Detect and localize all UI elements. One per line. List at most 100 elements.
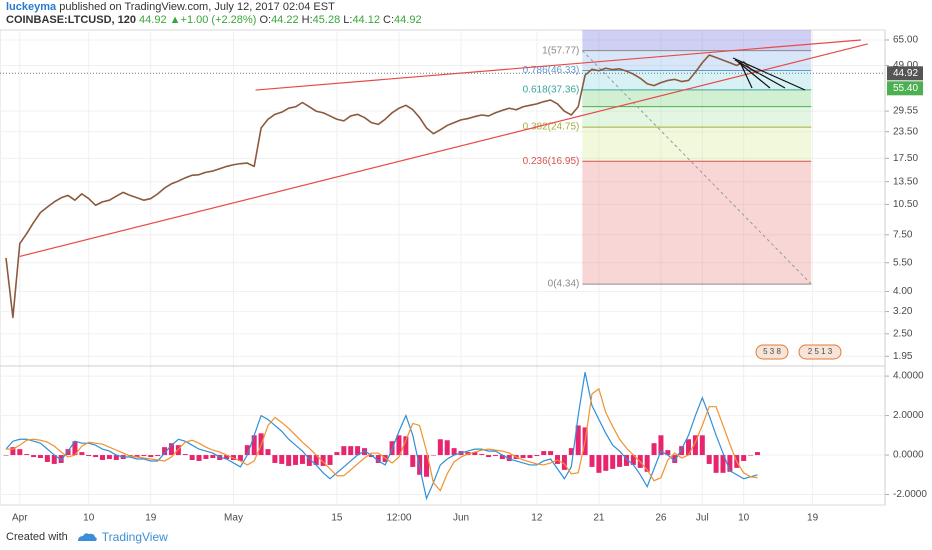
ohlc-key: H: bbox=[301, 14, 313, 26]
fib-band bbox=[582, 50, 812, 71]
arrow: ▲ bbox=[169, 14, 181, 26]
histogram-bar bbox=[430, 455, 436, 456]
x-tick-label: Jun bbox=[453, 513, 469, 524]
histogram-bar bbox=[299, 455, 305, 464]
y-tick-label: 10.50 bbox=[893, 199, 918, 210]
histogram-bar bbox=[679, 446, 685, 456]
histogram-bar bbox=[561, 455, 567, 470]
x-tick-label: 10 bbox=[738, 513, 750, 524]
fib-band bbox=[582, 161, 812, 285]
y-tick-label: 13.50 bbox=[893, 176, 918, 187]
histogram-bar bbox=[320, 455, 326, 466]
symbol: COINBASE:LTCUSD, 120 bbox=[6, 14, 136, 26]
author[interactable]: luckeyma bbox=[6, 1, 57, 13]
histogram-bar bbox=[499, 455, 505, 459]
histogram-bar bbox=[113, 455, 119, 460]
histogram-bar bbox=[727, 455, 733, 472]
histogram-bar bbox=[58, 455, 64, 463]
histogram-bar bbox=[672, 455, 678, 463]
histogram-bar bbox=[403, 436, 409, 456]
histogram-bar bbox=[17, 449, 23, 456]
histogram-bar bbox=[375, 455, 381, 463]
histogram-bar bbox=[706, 455, 712, 464]
macd-line bbox=[6, 387, 758, 492]
histogram-bar bbox=[486, 455, 492, 458]
histogram-bar bbox=[24, 454, 30, 456]
last-price-label: 44.92 bbox=[893, 68, 918, 79]
fib-trend bbox=[581, 50, 812, 285]
histogram-bar bbox=[272, 455, 278, 463]
histogram-bar bbox=[79, 452, 85, 456]
fib-band bbox=[582, 89, 812, 107]
histogram-bar bbox=[437, 439, 443, 456]
fib-label: 0.618(37.36) bbox=[523, 85, 580, 96]
y-tick-label: 29.55 bbox=[893, 106, 918, 117]
histogram-bar bbox=[162, 447, 168, 456]
fib-band bbox=[582, 127, 812, 162]
histogram-bar bbox=[665, 450, 671, 456]
histogram-bar bbox=[617, 455, 623, 467]
histogram-bar bbox=[713, 455, 719, 473]
logo bbox=[77, 533, 97, 541]
histogram-bar bbox=[189, 455, 195, 460]
change: +1.00 (+2.28%) bbox=[180, 14, 257, 26]
plot-frame bbox=[0, 29, 886, 506]
x-tick-label: Jul bbox=[696, 513, 709, 524]
histogram-bar bbox=[527, 455, 533, 459]
trend-line bbox=[255, 39, 861, 91]
event-badge bbox=[798, 344, 842, 360]
y-tick-label: 2.0000 bbox=[893, 410, 924, 421]
histogram-bar bbox=[699, 435, 705, 456]
histogram-bar bbox=[568, 448, 574, 456]
y-tick-label: 65.00 bbox=[893, 35, 918, 46]
histogram-bar bbox=[31, 455, 37, 458]
histogram-bar bbox=[396, 435, 402, 456]
fib-label: 1(57.77) bbox=[542, 45, 579, 56]
x-tick-label: 12 bbox=[531, 513, 543, 524]
brand[interactable]: TradingView bbox=[101, 530, 168, 544]
histogram-bar bbox=[168, 443, 174, 456]
histogram-bar bbox=[355, 446, 361, 456]
x-tick-label: 10 bbox=[83, 513, 95, 524]
y-tick-label: 1.95 bbox=[893, 351, 913, 362]
histogram-bar bbox=[10, 447, 16, 456]
histogram-bar bbox=[237, 455, 243, 461]
y-tick-label: 5.50 bbox=[893, 257, 913, 268]
histogram-bar bbox=[37, 455, 43, 459]
ohlc-key: L: bbox=[343, 14, 353, 26]
drawing-line bbox=[734, 59, 786, 89]
y-tick-label: 49.00 bbox=[893, 60, 918, 71]
header-line: luckeyma published on TradingView.com, J… bbox=[6, 1, 422, 14]
histogram-bar bbox=[72, 441, 78, 456]
x-tick-label: 15 bbox=[331, 513, 343, 524]
y-tick-label: 4.00 bbox=[893, 286, 913, 297]
histogram-bar bbox=[610, 455, 616, 469]
histogram-bar bbox=[424, 455, 430, 477]
event-badge bbox=[755, 344, 789, 360]
drawing-line bbox=[737, 61, 771, 89]
footer: Created with TradingView bbox=[6, 530, 168, 544]
x-tick-label: May bbox=[224, 513, 243, 524]
histogram-bar bbox=[748, 455, 754, 456]
histogram-bar bbox=[506, 455, 512, 461]
histogram-bar bbox=[3, 455, 9, 456]
histogram-bar bbox=[44, 455, 50, 462]
histogram-bar bbox=[492, 455, 498, 457]
histogram-bar bbox=[630, 455, 636, 465]
histogram-bar bbox=[251, 435, 257, 456]
drawing-line bbox=[732, 57, 806, 91]
histogram-bar bbox=[479, 454, 485, 456]
y-tick-label: 2.50 bbox=[893, 328, 913, 339]
histogram-bar bbox=[265, 449, 271, 456]
y-tick-label: -2.0000 bbox=[893, 489, 927, 500]
histogram-bar bbox=[182, 454, 188, 456]
histogram-bar bbox=[548, 451, 554, 456]
quote-line: COINBASE:LTCUSD, 120 44.92 ▲+1.00 (+2.28… bbox=[6, 14, 422, 27]
histogram-bar bbox=[51, 455, 57, 464]
last: 44.92 bbox=[139, 14, 167, 26]
histogram-bar bbox=[244, 445, 250, 456]
histogram-bar bbox=[444, 440, 450, 456]
y-tick-label: 7.50 bbox=[893, 229, 913, 240]
histogram-bar bbox=[623, 455, 629, 466]
